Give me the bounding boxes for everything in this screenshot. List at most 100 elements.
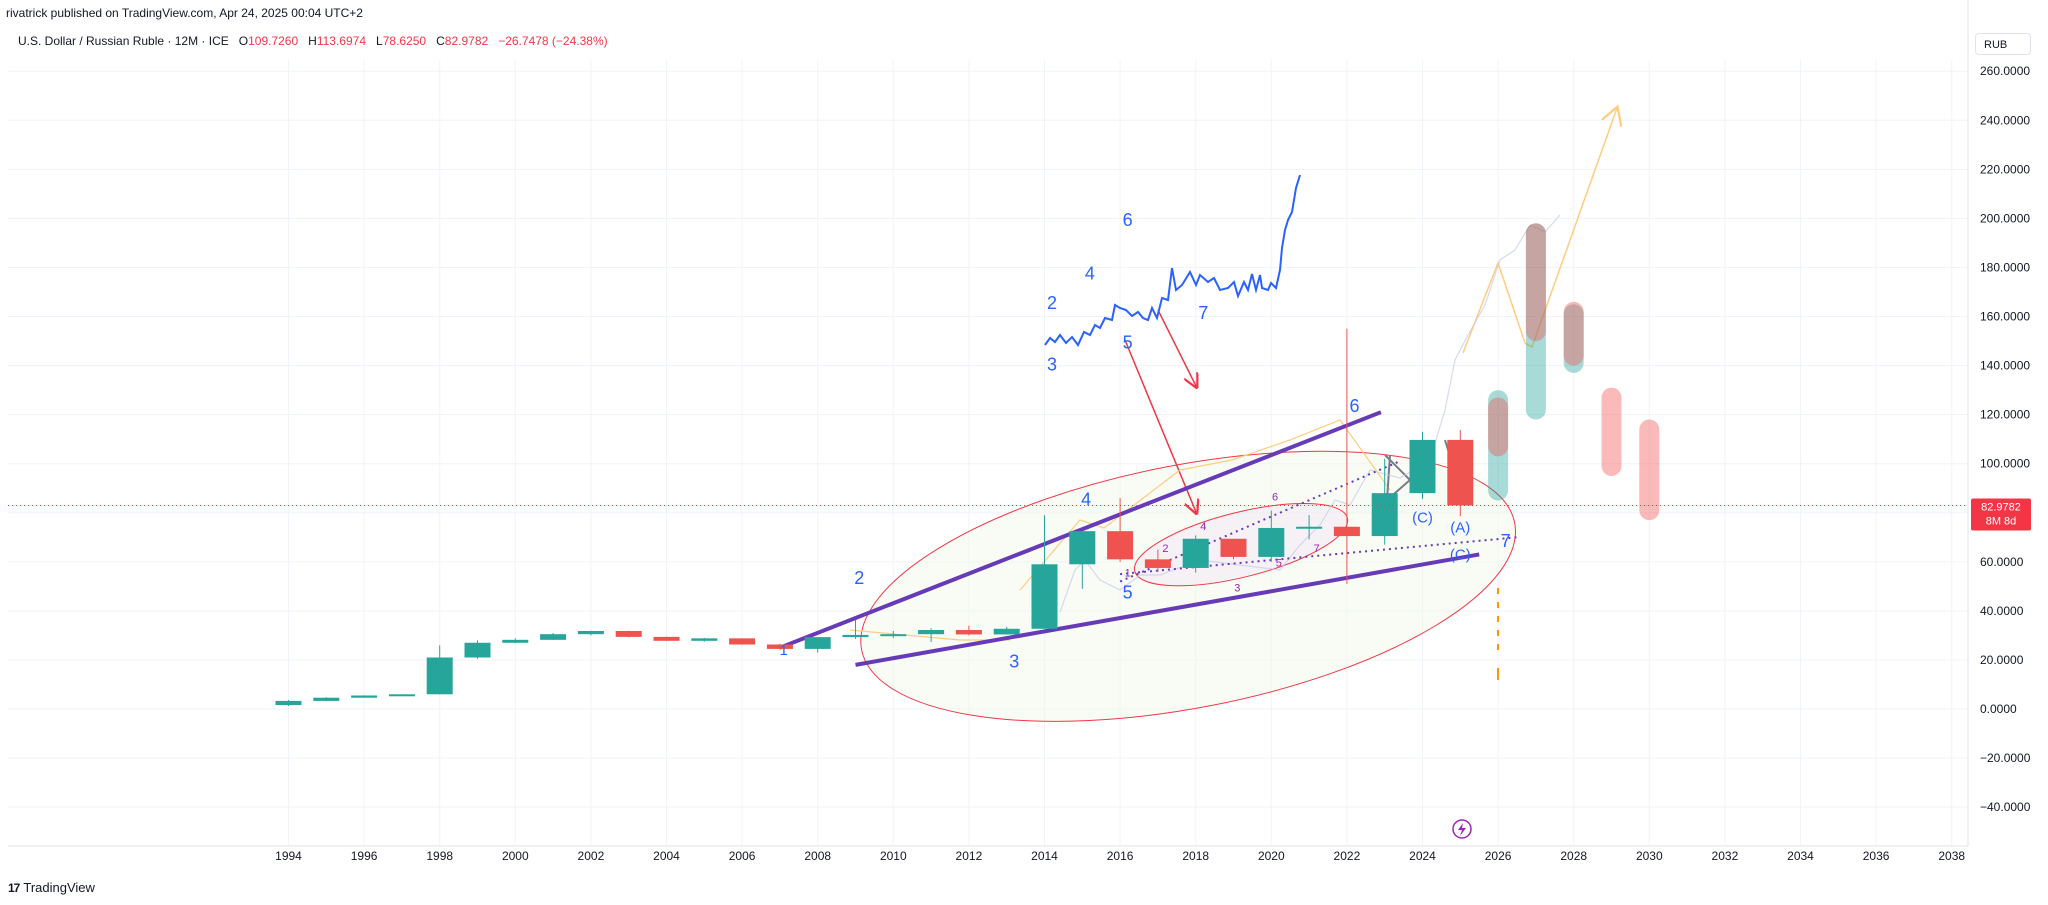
y-tick-label: 60.0000 bbox=[1980, 555, 2024, 569]
candle-body bbox=[1031, 564, 1058, 629]
candle-body bbox=[1296, 526, 1323, 529]
wave-label: 5 bbox=[1276, 558, 1282, 570]
inset-wave-label: 2 bbox=[1047, 293, 1057, 313]
currency-button[interactable]: RUB bbox=[1975, 33, 2031, 55]
grid bbox=[8, 60, 1968, 846]
candle-body bbox=[993, 628, 1020, 635]
inset-wave-label: 3 bbox=[1047, 354, 1057, 374]
x-tick-label: 2000 bbox=[502, 849, 529, 863]
wave-label: 1 bbox=[780, 642, 788, 659]
arrow-line bbox=[1124, 339, 1196, 512]
inset-wave-label: 6 bbox=[1123, 210, 1133, 230]
x-tick-label: 2034 bbox=[1787, 849, 1814, 863]
wedge-line bbox=[1384, 454, 1412, 503]
wave-label: 7 bbox=[1314, 543, 1320, 555]
candle-body bbox=[426, 657, 453, 695]
y-tick-label: 200.0000 bbox=[1980, 211, 2030, 225]
x-tick-label: 2038 bbox=[1938, 849, 1965, 863]
candle-body bbox=[577, 630, 604, 635]
candle-body bbox=[275, 700, 302, 706]
wave-label: 1 bbox=[1125, 568, 1131, 580]
x-tick-label: 2024 bbox=[1409, 849, 1436, 863]
candle-body bbox=[1069, 531, 1096, 565]
close-label: C bbox=[436, 34, 445, 48]
y-tick-label: 260.0000 bbox=[1980, 64, 2030, 78]
projection-line bbox=[1019, 419, 1391, 591]
low-value: 78.6250 bbox=[382, 34, 427, 48]
brand-name: TradingView bbox=[23, 880, 95, 895]
candle-body bbox=[1371, 493, 1398, 537]
candle-body bbox=[691, 638, 718, 641]
x-tick-label: 2022 bbox=[1334, 849, 1361, 863]
current-price-tag: 82.9782 8M 8d bbox=[1971, 498, 2031, 531]
candle-body bbox=[1258, 527, 1285, 557]
candle-body bbox=[1220, 538, 1247, 557]
forecast-bar bbox=[1563, 304, 1584, 373]
wave-label: 4 bbox=[1081, 489, 1091, 509]
forecast-bar bbox=[1563, 301, 1584, 366]
y-tick-label: 180.0000 bbox=[1980, 260, 2030, 274]
x-tick-label: 2016 bbox=[1107, 849, 1134, 863]
x-tick-label: 2028 bbox=[1560, 849, 1587, 863]
candle-body bbox=[388, 694, 415, 697]
inset-pattern bbox=[1044, 174, 1301, 347]
forecast-bar bbox=[1488, 397, 1509, 457]
wave-label: 6 bbox=[1272, 491, 1278, 503]
x-tick-label: 2026 bbox=[1485, 849, 1512, 863]
y-tick-label: 0.0000 bbox=[1980, 702, 2017, 716]
inset-wave-label: 5 bbox=[1123, 332, 1133, 352]
candle-body bbox=[540, 634, 567, 640]
candle-body bbox=[351, 695, 378, 698]
candle-body bbox=[729, 638, 756, 645]
x-tick-label: 2004 bbox=[653, 849, 680, 863]
symbol-title: U.S. Dollar / Russian Ruble · 12M · ICE bbox=[18, 34, 229, 48]
y-tick-label: 240.0000 bbox=[1980, 113, 2030, 127]
wave-label: 2 bbox=[1162, 543, 1168, 555]
dotted-trendline bbox=[1119, 460, 1401, 583]
footer-brand: 17 TradingView bbox=[8, 880, 95, 895]
candle-body bbox=[1409, 439, 1436, 494]
candle-body bbox=[1447, 439, 1474, 506]
projection-line bbox=[1462, 108, 1617, 354]
forecast-bar bbox=[1639, 419, 1660, 521]
x-tick-label: 2020 bbox=[1258, 849, 1285, 863]
x-tick-label: 1994 bbox=[275, 849, 302, 863]
x-tick-label: 2032 bbox=[1712, 849, 1739, 863]
candle-body bbox=[804, 637, 831, 649]
high-value: 113.6974 bbox=[316, 34, 367, 48]
low-label: L bbox=[376, 34, 383, 48]
y-tick-label: −20.0000 bbox=[1980, 751, 2031, 765]
x-tick-label: 1998 bbox=[426, 849, 453, 863]
forecast-bar bbox=[1601, 387, 1622, 476]
axes: 1994 1996 1998 2000 2002 2004 2006 2008 2010 2012… bbox=[8, 0, 2031, 863]
candles bbox=[275, 328, 1474, 707]
price-tag-countdown: 8M 8d bbox=[1986, 515, 2017, 527]
wave-label: 2 bbox=[854, 568, 864, 588]
wave-label: (A) bbox=[1450, 519, 1470, 536]
y-tick-label: 140.0000 bbox=[1980, 359, 2030, 373]
forecast-bar bbox=[1525, 223, 1546, 342]
candle-body bbox=[1333, 526, 1360, 537]
candle-body bbox=[653, 636, 680, 641]
open-label: O bbox=[238, 34, 249, 48]
y-tick-label: −40.0000 bbox=[1980, 800, 2031, 814]
x-tick-label: 2036 bbox=[1863, 849, 1890, 863]
wave-label: 4 bbox=[1200, 521, 1206, 533]
arrow-line bbox=[1157, 309, 1196, 386]
candle-body bbox=[880, 634, 907, 637]
wave-label: 5 bbox=[1123, 583, 1133, 603]
candle-body bbox=[1182, 538, 1209, 568]
candle-body bbox=[1107, 531, 1134, 560]
forecast-bar bbox=[1488, 390, 1509, 501]
wave-label: 3 bbox=[1009, 651, 1019, 671]
x-tick-label: 2030 bbox=[1636, 849, 1663, 863]
x-tick-label: 2014 bbox=[1031, 849, 1058, 863]
x-tick-label: 2010 bbox=[880, 849, 907, 863]
trendlines bbox=[779, 410, 1518, 667]
y-tick-label: 160.0000 bbox=[1980, 310, 2030, 324]
change-value: −26.7478 (−24.38%) bbox=[498, 34, 608, 48]
x-tick-label: 2018 bbox=[1182, 849, 1209, 863]
y-tick-label: 220.0000 bbox=[1980, 162, 2030, 176]
x-tick-label: 2006 bbox=[729, 849, 756, 863]
